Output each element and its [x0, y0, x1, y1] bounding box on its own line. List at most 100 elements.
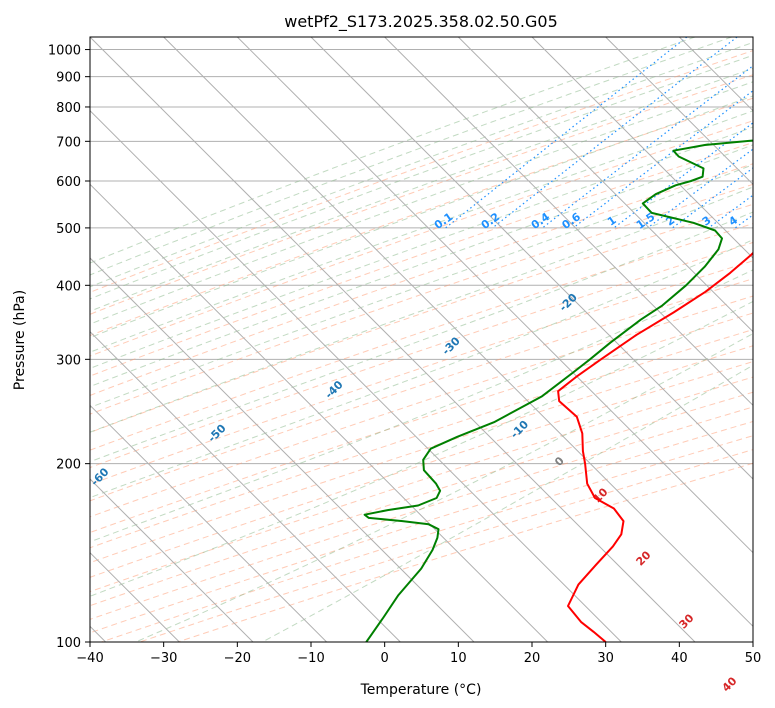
isotherm-label: 0: [552, 454, 567, 469]
mixing-ratio-lines: [445, 37, 753, 229]
x-tick-label: −20: [224, 651, 251, 666]
dry-adiabat: [90, 376, 753, 593]
isotherm-line: [384, 37, 753, 407]
moist-adiabat: [90, 164, 753, 408]
moist-adiabat: [90, 110, 753, 353]
dry-adiabat: [90, 120, 753, 357]
grid-layer: [90, 49, 753, 642]
dry-adiabats: [90, 50, 753, 642]
dry-adiabat: [90, 312, 753, 534]
y-tick-label: 600: [56, 175, 81, 190]
y-tick-label: 700: [56, 135, 81, 150]
y-tick-label: 100: [56, 636, 81, 651]
isotherm-line: [90, 330, 401, 642]
isotherm-label: -60: [88, 465, 111, 488]
chart-title: wetPf2_S173.2025.358.02.50.G05: [284, 12, 558, 32]
isotherm-line: [752, 37, 753, 38]
mixing-ratio-line: [445, 37, 688, 229]
isotherm-line: [90, 109, 622, 642]
y-tick-label: 500: [56, 222, 81, 237]
x-tick-label: 40: [671, 651, 688, 666]
moist-adiabat: [90, 269, 753, 543]
series-layer: [363, 139, 753, 642]
moist-adiabat: [90, 144, 753, 388]
moist-adiabat: [262, 364, 753, 642]
temperature-profile-line: [557, 251, 753, 642]
dry-adiabat: [90, 223, 753, 451]
isotherm-line: [90, 183, 549, 642]
isotherm-line: [531, 37, 753, 259]
moist-adiabat: [90, 41, 753, 288]
moist-adiabat: [135, 333, 753, 642]
x-tick-label: −10: [297, 651, 324, 666]
dry-adiabat: [90, 241, 753, 469]
dewpoint-profile-line: [363, 139, 753, 642]
mixing-ratio-label: 4: [726, 213, 740, 228]
moist-adiabat: [90, 67, 753, 312]
mixing-ratio-line: [542, 65, 753, 229]
dry-adiabat: [90, 97, 753, 337]
isotherms: [90, 37, 753, 642]
y-tick-label: 200: [56, 458, 81, 473]
dry-adiabat: [90, 391, 753, 607]
dry-adiabat: [90, 329, 753, 549]
y-tick-label: 900: [56, 71, 81, 86]
moist-adiabat: [90, 239, 753, 499]
dry-adiabat: [90, 50, 753, 293]
x-tick-label: −40: [76, 651, 103, 666]
isotherm-line: [457, 37, 753, 333]
mixing-ratio-line: [492, 37, 738, 229]
mixing-ratio-line: [672, 167, 753, 229]
axes-layer: −40 −30 −20 −10 0 10 20 30 40 50 1000 900 800 700 600 5…: [48, 44, 761, 666]
dry-adiabat: [90, 142, 753, 377]
dry-adiabat: [90, 260, 753, 485]
isotherm-label: 20: [634, 548, 654, 568]
isotherm-line: [90, 37, 696, 642]
mixing-ratio-line: [572, 89, 753, 229]
isotherm-label: -20: [557, 291, 580, 314]
dry-adiabat: [101, 435, 753, 642]
moist-adiabat: [90, 186, 753, 433]
isotherm-line: [90, 257, 475, 642]
moist-adiabat: [90, 211, 753, 463]
dry-adiabat: [90, 345, 753, 564]
x-axis-label: Temperature (°C): [360, 682, 482, 698]
y-tick-label: 1000: [48, 44, 81, 59]
moist-adiabat: [90, 95, 753, 339]
moist-adiabat: [90, 126, 753, 369]
moist-adiabat: [90, 54, 753, 300]
dry-adiabat: [90, 203, 753, 433]
x-tick-label: 50: [745, 651, 762, 666]
isotherm-label: 30: [677, 611, 697, 631]
isotherm-line: [678, 37, 753, 112]
moist-adiabat: [90, 37, 696, 264]
moist-adiabat: [90, 81, 753, 325]
dry-adiabat: [90, 74, 753, 315]
y-tick-label: 800: [56, 101, 81, 116]
dry-adiabat: [90, 278, 753, 502]
plot-frame: [89, 36, 754, 643]
dry-adiabat: [90, 183, 753, 415]
y-tick-label: 400: [56, 279, 81, 294]
dry-adiabat: [90, 163, 753, 396]
y-tick-label: 300: [56, 353, 81, 368]
isotherm-line: [90, 404, 328, 642]
mixing-ratio-line: [647, 148, 753, 229]
isotherm-label: 40: [720, 674, 740, 694]
y-axis-label: Pressure (hPa): [12, 290, 28, 390]
isotherm-label: -40: [322, 378, 345, 401]
x-tick-label: 30: [597, 651, 614, 666]
isotherm-line: [605, 37, 753, 186]
dry-adiabat: [90, 295, 753, 518]
isotherm-line: [163, 37, 753, 628]
moist-adiabats: [90, 37, 753, 642]
x-tick-label: 10: [450, 651, 467, 666]
isotherm-line: [236, 37, 753, 554]
isotherm-line: [90, 478, 254, 642]
x-tick-label: −30: [150, 651, 177, 666]
dry-adiabat: [90, 361, 753, 578]
moist-adiabat: [90, 300, 753, 597]
x-tick-label: 20: [524, 651, 541, 666]
mixing-ratio-label: 0.4: [529, 210, 553, 232]
